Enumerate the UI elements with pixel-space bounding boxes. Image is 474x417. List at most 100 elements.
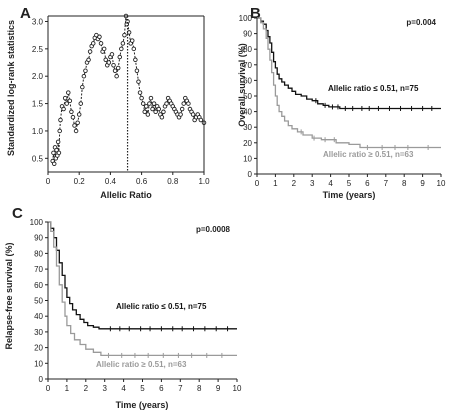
allelic-ratio-data-point (145, 112, 151, 117)
y-tick-label: 1.0 (32, 127, 44, 136)
allelic-ratio-data-point (76, 112, 82, 117)
allelic-ratio-data-point (72, 123, 77, 128)
high-ratio-survival-curve (48, 221, 237, 357)
x-tick-label: 0.4 (105, 177, 117, 186)
allelic-ratio-data-point (150, 106, 155, 112)
allelic-ratio-data-point (181, 101, 186, 106)
x-tick-label: 0 (46, 384, 51, 393)
allelic-ratio-data-point (151, 101, 157, 106)
x-tick-label: 8 (197, 384, 202, 393)
y-tick-label: 3.0 (32, 17, 44, 26)
allelic-ratio-data-point (114, 73, 119, 79)
allelic-ratio-data-point (178, 112, 183, 117)
x-tick-label: 7 (178, 384, 183, 393)
x-tick-label: 6 (365, 179, 370, 188)
allelic-ratio-data-point (90, 41, 96, 46)
y-tick-label: 20 (243, 139, 252, 148)
x-tick-label: 4 (121, 384, 126, 393)
x-tick-label: 5 (347, 179, 352, 188)
allelic-ratio-data-point (156, 106, 162, 112)
x-tick-label: 10 (437, 179, 446, 188)
panel-b-legend-low-ratio: Allelic ratio ≤ 0.51, n=75 (328, 84, 419, 93)
high-ratio-survival-curve (257, 17, 441, 149)
y-tick-label: 10 (34, 359, 43, 368)
panel-c-legend-high-ratio: Allelic ratio ≥ 0.51, n=63 (96, 360, 187, 369)
panel-b-p-value: p=0.004 (406, 18, 436, 27)
y-tick-label: 50 (243, 92, 252, 101)
allelic-ratio-data-point (133, 57, 138, 63)
y-tick-label: 70 (34, 265, 43, 274)
y-tick-label: 90 (243, 30, 252, 39)
panel-a-y-axis-title: Standardized log-rank statistics (6, 20, 16, 156)
x-tick-label: 0.8 (167, 177, 179, 186)
allelic-ratio-series-line (52, 15, 205, 164)
x-tick-label: 3 (310, 179, 315, 188)
allelic-ratio-data-point (129, 38, 135, 43)
panel-c-p-value: p=0.0008 (196, 225, 231, 234)
low-ratio-survival-curve (257, 17, 441, 110)
allelic-ratio-data-point (58, 117, 63, 123)
allelic-ratio-data-point (57, 128, 62, 134)
allelic-ratio-data-point (51, 161, 57, 167)
y-tick-label: 0 (248, 170, 253, 179)
allelic-ratio-data-point (120, 41, 126, 46)
y-tick-label: 2.0 (32, 72, 44, 81)
x-tick-label: 1.0 (198, 177, 210, 186)
panel-c-y-axis-title: Relapse-free survival (%) (4, 242, 14, 349)
allelic-ratio-data-point (142, 109, 147, 115)
allelic-ratio-data-point (86, 57, 91, 63)
allelic-ratio-data-point (73, 128, 79, 134)
y-tick-label: 40 (243, 108, 252, 117)
y-tick-label: 1.5 (32, 100, 44, 109)
panel-b-data (257, 17, 441, 150)
allelic-ratio-data-point (139, 95, 144, 101)
allelic-ratio-data-point (122, 32, 127, 38)
x-tick-label: 9 (216, 384, 221, 393)
allelic-ratio-data-point (64, 101, 69, 106)
allelic-ratio-data-point (51, 150, 56, 156)
panel-b-legend-high-ratio: Allelic ratio ≥ 0.51, n=63 (323, 150, 414, 159)
allelic-ratio-data-point (61, 106, 66, 112)
y-tick-label: 60 (243, 76, 252, 85)
panel-c-x-axis-title: Time (years) (116, 400, 169, 410)
x-tick-label: 1 (65, 384, 70, 393)
allelic-ratio-data-point (62, 95, 68, 101)
allelic-ratio-data-point (186, 101, 191, 106)
allelic-ratio-data-point (147, 101, 152, 106)
y-tick-label: 40 (34, 312, 43, 321)
x-tick-label: 1 (273, 179, 278, 188)
allelic-ratio-data-point (134, 68, 140, 73)
y-tick-label: 30 (243, 123, 252, 132)
allelic-ratio-data-point (81, 73, 87, 79)
y-tick-label: 50 (34, 297, 43, 306)
allelic-ratio-data-point (137, 90, 143, 95)
allelic-ratio-data-point (70, 115, 76, 120)
x-tick-label: 0 (255, 179, 260, 188)
allelic-ratio-data-point (87, 49, 93, 54)
low-ratio-survival-curve (48, 221, 237, 330)
allelic-ratio-data-point (131, 46, 137, 52)
allelic-ratio-data-point (103, 57, 108, 63)
x-tick-label: 0.2 (74, 177, 86, 186)
allelic-ratio-data-point (161, 109, 166, 115)
y-tick-label: 80 (34, 249, 43, 258)
allelic-ratio-data-point (112, 68, 118, 73)
y-tick-label: 70 (243, 61, 252, 70)
panel-c-legend-low-ratio: Allelic ratio ≤ 0.51, n=75 (116, 302, 207, 311)
y-tick-label: 20 (34, 344, 43, 353)
panel-a-data (50, 13, 207, 172)
x-tick-label: 2 (84, 384, 89, 393)
y-tick-label: 80 (243, 45, 252, 54)
allelic-ratio-data-point (136, 79, 141, 84)
panel-b-x-axis-title: Time (years) (323, 190, 376, 200)
allelic-ratio-data-point (78, 101, 84, 106)
x-tick-label: 6 (159, 384, 164, 393)
panel-c-letter: C (12, 205, 23, 222)
allelic-ratio-data-point (55, 139, 61, 145)
panel-a-axes (47, 15, 205, 173)
allelic-ratio-data-point (119, 46, 124, 52)
x-tick-label: 4 (328, 179, 333, 188)
